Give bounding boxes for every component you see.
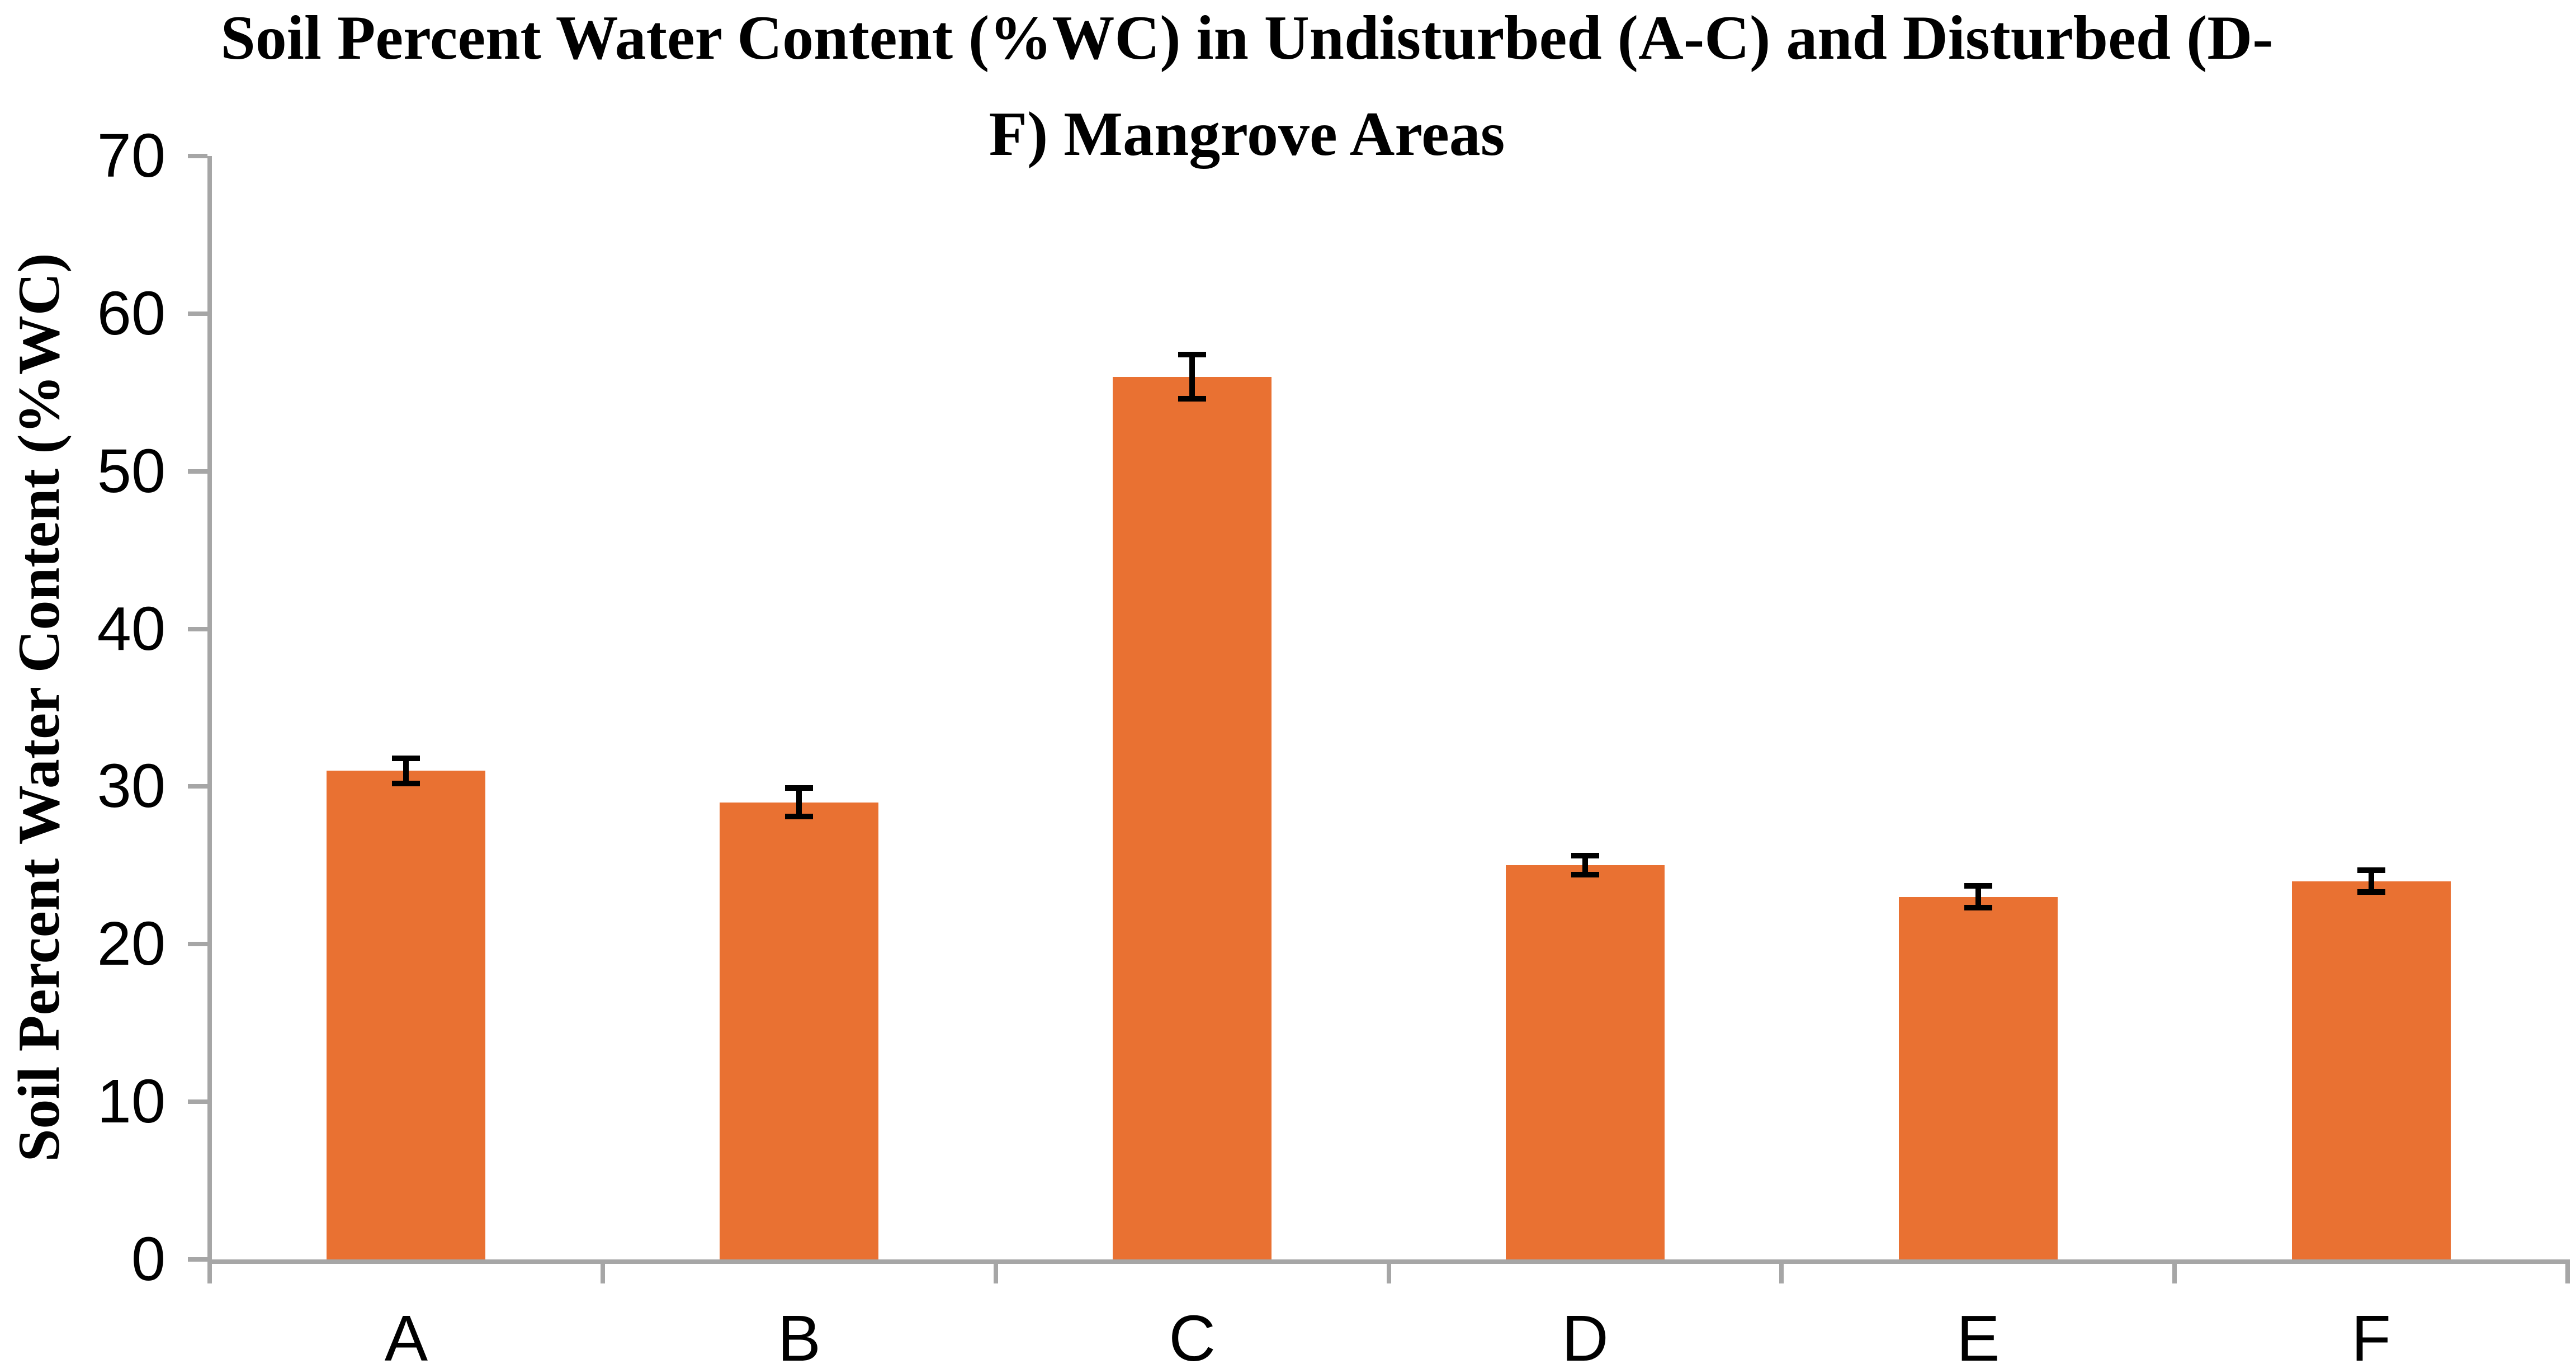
x-tick [207,1264,212,1283]
x-tick [2565,1264,2570,1283]
error-bar-line-A [403,758,409,784]
y-tick-10 [188,1099,207,1105]
bar-B [720,802,879,1259]
y-tick-50 [188,469,207,474]
bar-E [1898,896,2058,1259]
x-tick [2172,1264,2177,1283]
y-tick-label-40: 40 [97,594,166,663]
chart-title-line-1: Soil Percent Water Content (%WC) in Undi… [220,3,2274,73]
error-bar-cap-top-C [1178,352,1207,358]
y-tick-label-30: 30 [97,752,166,821]
y-tick-label-10: 10 [97,1067,166,1136]
x-category-label-B: B [777,1302,821,1364]
y-tick-label-60: 60 [97,279,166,348]
y-tick-label-0: 0 [131,1225,166,1294]
error-bar-cap-top-F [2357,867,2385,873]
error-bar-cap-bottom-D [1571,872,1599,878]
y-tick-label-20: 20 [97,909,166,979]
y-tick-0 [188,1257,207,1262]
error-bar-cap-top-B [785,785,814,791]
y-tick-20 [188,942,207,947]
error-bar-cap-bottom-C [1178,396,1207,402]
error-bar-cap-top-D [1571,853,1599,859]
chart-title: Soil Percent Water Content (%WC) in Undi… [56,0,2438,182]
bar-A [327,771,486,1259]
x-tick [1386,1264,1391,1283]
y-tick-30 [188,784,207,789]
error-bar-cap-bottom-A [392,780,420,786]
error-bar-line-C [1189,355,1195,399]
bar-F [2291,881,2451,1259]
x-axis-line [207,1259,2570,1264]
bar-C [1113,376,1272,1259]
x-tick [600,1264,605,1283]
x-category-label-E: E [1956,1302,2000,1364]
x-tick [993,1264,998,1283]
error-bar-cap-bottom-F [2357,889,2385,895]
y-tick-40 [188,626,207,631]
y-tick-label-50: 50 [97,436,166,506]
x-category-label-D: D [1562,1302,1609,1364]
x-category-label-A: A [384,1302,428,1364]
error-bar-cap-bottom-B [785,813,814,819]
error-bar-line-D [1582,856,1588,875]
error-bar-line-B [796,788,802,816]
y-axis-line [207,156,212,1264]
x-category-label-F: F [2351,1302,2391,1364]
bar-D [1505,865,1665,1259]
chart-title-line-2: F) Mangrove Areas [989,100,1505,169]
y-tick-60 [188,311,207,316]
error-bar-cap-top-E [1964,882,1992,889]
y-tick-label-70: 70 [97,121,166,190]
x-category-label-C: C [1169,1302,1216,1364]
error-bar-cap-bottom-E [1964,905,1992,911]
error-bar-cap-top-A [392,755,420,761]
x-tick [1779,1264,1784,1283]
error-bar-line-E [1975,885,1981,908]
error-bar-line-F [2368,870,2374,893]
y-tick-70 [188,154,207,158]
